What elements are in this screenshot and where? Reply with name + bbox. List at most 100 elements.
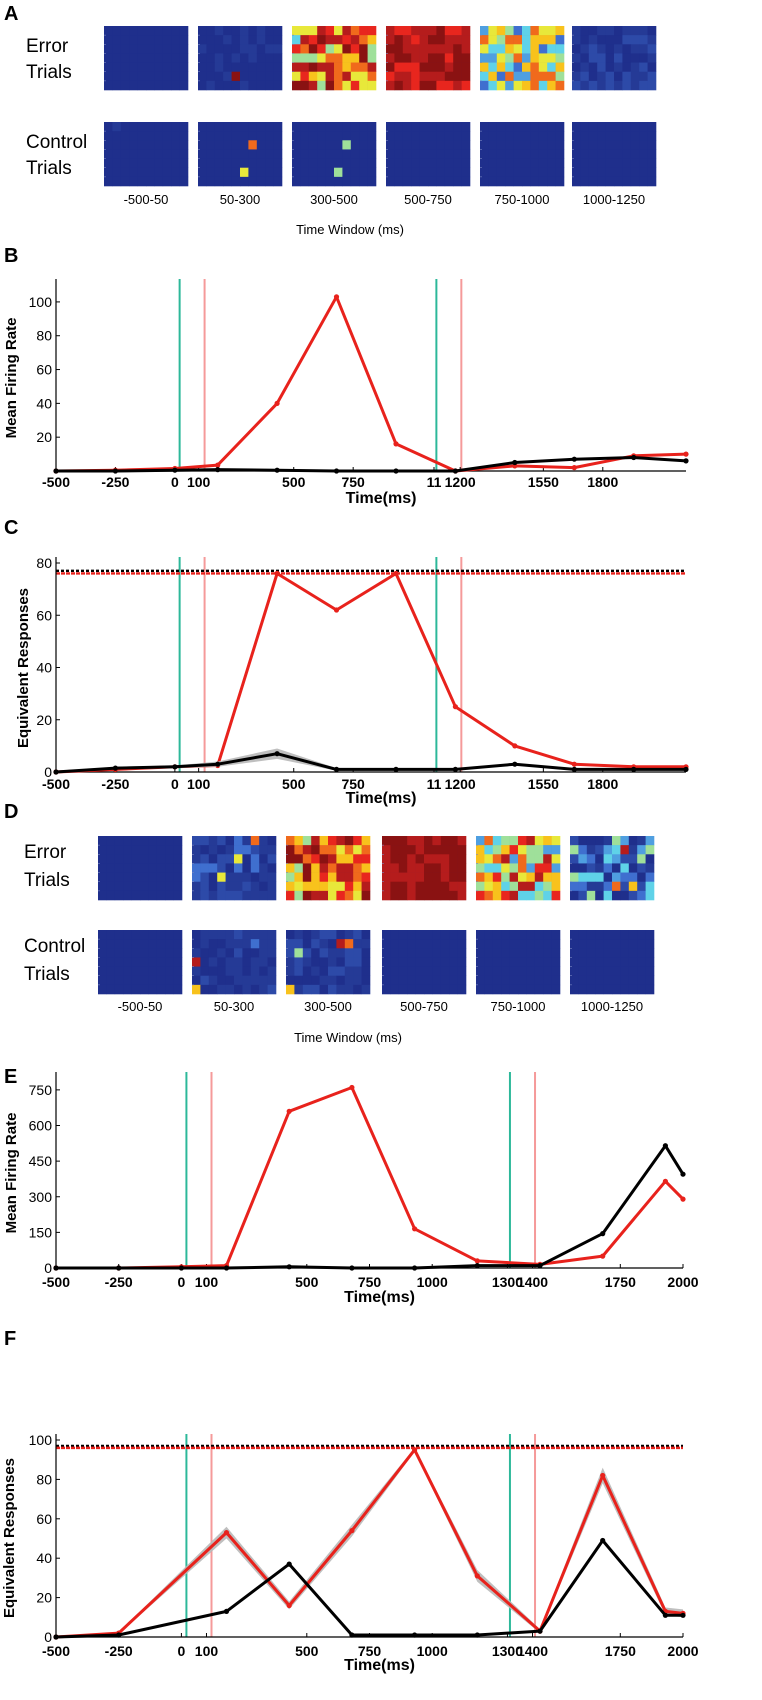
heatmap-cell (129, 149, 138, 159)
heatmap-cell (492, 939, 502, 949)
x-tick-label: 500 (295, 1643, 319, 1659)
data-point (412, 1447, 418, 1453)
heatmap-cell (123, 948, 132, 958)
heatmap-cell (267, 957, 277, 967)
heatmap-cell (628, 984, 638, 995)
heatmap-cell (179, 176, 189, 187)
heatmap-cell (637, 948, 646, 958)
heatmap-cell (595, 984, 604, 995)
heatmap-cell (317, 149, 326, 159)
heatmap-cell (334, 131, 343, 141)
heatmap-cell (292, 140, 301, 150)
y-tick-label: 300 (29, 1189, 53, 1205)
heatmap-cell (179, 140, 189, 150)
heatmap-cell (286, 863, 295, 873)
heatmap-cell (179, 167, 189, 178)
heatmap-cell (106, 872, 116, 883)
heatmap-cell (129, 140, 138, 150)
heatmap-cell (350, 26, 360, 36)
heatmap-cell (453, 131, 462, 141)
heatmap-cell (428, 149, 437, 159)
heatmap-cell (480, 140, 489, 150)
heatmap-cell (342, 35, 352, 45)
heatmap-cell (137, 122, 147, 132)
heatmap-cell (424, 930, 433, 940)
heatmap-cell (620, 930, 630, 940)
data-point (178, 1265, 184, 1271)
heatmap-cell (342, 167, 352, 178)
heatmap-cell (140, 854, 149, 864)
heatmap-cell (342, 158, 352, 169)
heatmap-cell (267, 984, 277, 995)
heatmap-cell (580, 140, 590, 150)
heatmap-cell (137, 149, 147, 159)
heatmap-cell (580, 26, 590, 36)
heatmap-cell (407, 939, 416, 949)
heatmap-cell (259, 845, 268, 855)
x-tick-label: 500 (282, 474, 306, 490)
heatmap-cell (367, 140, 377, 150)
heatmap-cell (334, 62, 343, 73)
heatmap-cell (300, 35, 310, 45)
heatmap-cell (214, 131, 224, 141)
heatmap-cell (123, 854, 132, 864)
heatmap-cell (129, 122, 138, 132)
heatmap-cell (530, 167, 540, 178)
heatmap-cell (580, 62, 590, 73)
heatmap-cell (106, 966, 116, 977)
heatmap-cell (436, 131, 446, 141)
heatmap-cell (538, 158, 548, 169)
heatmap-cell (198, 53, 207, 63)
heatmap-cell (612, 872, 621, 883)
heatmap-cell (350, 167, 360, 178)
heatmap-cell (200, 854, 210, 864)
heatmap-cell (518, 939, 527, 949)
heatmap-cell (480, 167, 489, 178)
x-tick-label: 750 (341, 474, 365, 490)
heatmap-cell (457, 836, 467, 846)
heatmap-cell (390, 872, 400, 883)
heatmap-cell (350, 44, 360, 54)
heatmap-cell (645, 854, 655, 864)
heatmap-cell (501, 930, 510, 940)
heatmap-cell (200, 957, 210, 967)
heatmap-cell (350, 35, 360, 45)
heatmap-cell (123, 984, 132, 995)
heatmap-cell (390, 948, 400, 958)
heatmap-cell (171, 53, 180, 63)
heatmap-cell (200, 872, 210, 883)
heatmap-cell (526, 845, 536, 855)
heatmap-cell (645, 872, 655, 883)
heatmap-cell (628, 872, 638, 883)
heatmap-cell (492, 845, 502, 855)
heatmap-cell (509, 957, 519, 967)
heatmap-cell (359, 80, 368, 91)
heatmap-cell (453, 167, 462, 178)
heatmap-cell (242, 845, 252, 855)
heatmap-cell (647, 71, 657, 82)
data-point (393, 441, 399, 447)
heatmap-cell (367, 26, 377, 36)
heatmap-cell (639, 122, 648, 132)
heatmap-cell (317, 44, 326, 54)
heatmap-cell (488, 53, 498, 63)
heatmap-cell (572, 167, 581, 178)
heatmap-cell (424, 984, 433, 995)
heatmap-cell (622, 140, 632, 150)
heatmap-cell (308, 26, 318, 36)
heatmap-cell (551, 930, 561, 940)
data-point (571, 456, 577, 462)
heatmap-cell (588, 62, 598, 73)
heatmap-cell (156, 872, 166, 883)
heatmap-cell (436, 140, 446, 150)
heatmap-cell (317, 62, 326, 73)
heatmap-cell (173, 854, 183, 864)
heatmap-cell (98, 881, 107, 892)
heatmap-cell (248, 167, 258, 178)
heatmap-cell (547, 158, 556, 169)
heatmap-cell (419, 149, 429, 159)
heatmap-cell (256, 53, 266, 63)
heatmap-cell (538, 176, 548, 187)
heatmap-cell (234, 854, 243, 864)
